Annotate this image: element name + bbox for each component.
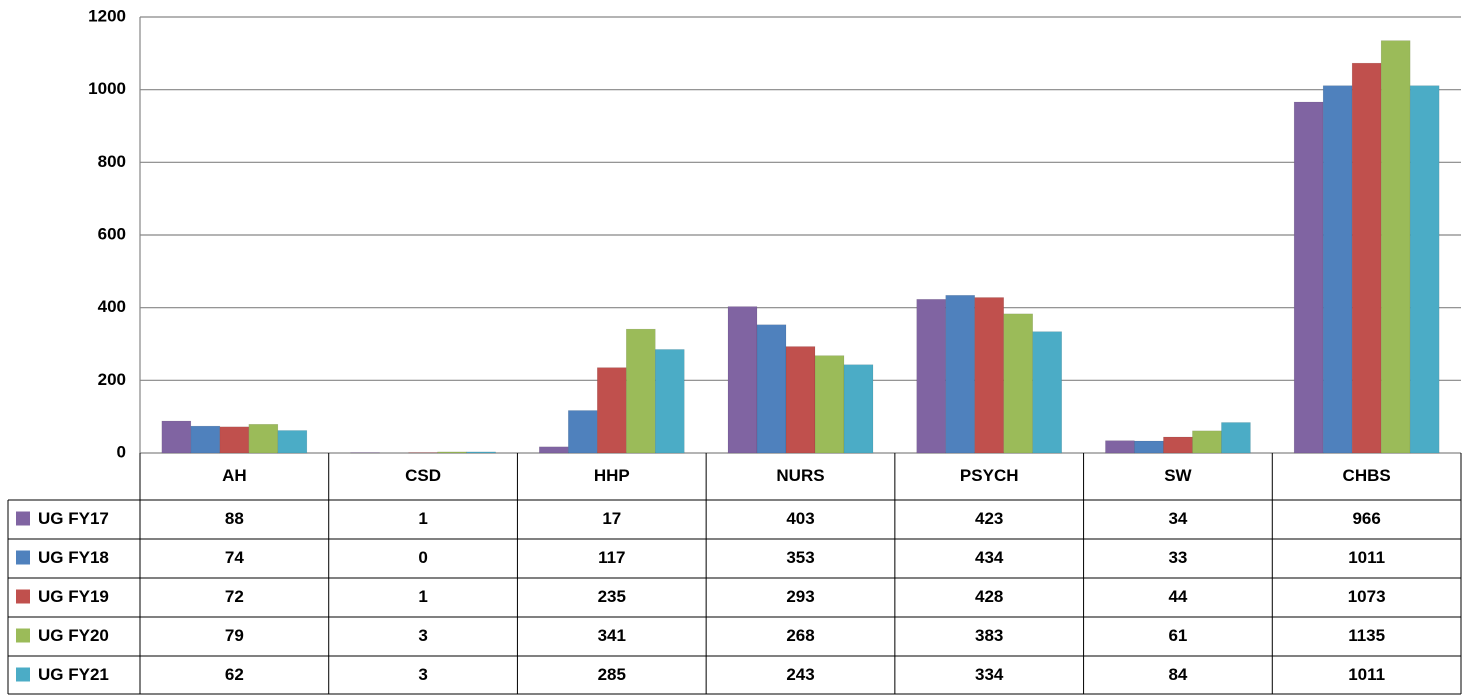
table-value: 243 bbox=[786, 665, 814, 684]
legend-label: UG FY20 bbox=[38, 626, 109, 645]
bar bbox=[161, 420, 192, 454]
legend-label: UG FY19 bbox=[38, 587, 109, 606]
x-tick-label: CHBS bbox=[1343, 466, 1391, 485]
table-value: 966 bbox=[1352, 509, 1380, 528]
y-tick-label: 1000 bbox=[88, 79, 126, 98]
table-value: 34 bbox=[1168, 509, 1187, 528]
table-value: 434 bbox=[975, 548, 1004, 567]
bar bbox=[843, 364, 874, 454]
bar bbox=[190, 425, 221, 454]
bar bbox=[727, 306, 758, 454]
bar bbox=[539, 446, 569, 454]
table-value: 1 bbox=[418, 587, 427, 606]
table-value: 235 bbox=[598, 587, 626, 606]
bar bbox=[1351, 62, 1382, 454]
bar bbox=[219, 426, 250, 454]
bar bbox=[1221, 422, 1251, 454]
legend-label: UG FY18 bbox=[38, 548, 109, 567]
x-tick-label: AH bbox=[222, 466, 247, 485]
table-value: 1011 bbox=[1348, 548, 1385, 567]
table-value: 0 bbox=[418, 548, 427, 567]
table-value: 285 bbox=[598, 665, 626, 684]
legend-label: UG FY21 bbox=[38, 665, 109, 684]
table-value: 44 bbox=[1168, 587, 1187, 606]
legend-swatch bbox=[16, 589, 30, 604]
bar bbox=[1003, 313, 1033, 454]
bar bbox=[1163, 436, 1193, 454]
bar bbox=[785, 346, 816, 454]
bar bbox=[626, 328, 656, 454]
y-tick-label: 200 bbox=[98, 370, 126, 389]
bar bbox=[945, 295, 975, 454]
bar bbox=[597, 367, 627, 454]
bar bbox=[1293, 101, 1324, 454]
bar bbox=[1409, 85, 1440, 454]
table-value: 268 bbox=[786, 626, 814, 645]
bar bbox=[1380, 40, 1411, 454]
table-value: 293 bbox=[786, 587, 814, 606]
x-tick-label: SW bbox=[1164, 466, 1192, 485]
table-value: 1011 bbox=[1348, 665, 1385, 684]
legend-swatch bbox=[16, 511, 30, 526]
table-value: 1135 bbox=[1348, 626, 1385, 645]
table-value: 1 bbox=[418, 509, 427, 528]
table-value: 423 bbox=[975, 509, 1003, 528]
table-value: 334 bbox=[975, 665, 1004, 684]
bar bbox=[1105, 440, 1135, 454]
legend-swatch bbox=[16, 628, 30, 643]
y-tick-label: 800 bbox=[98, 152, 126, 171]
table-value: 72 bbox=[225, 587, 244, 606]
table-value: 383 bbox=[975, 626, 1003, 645]
x-tick-label: PSYCH bbox=[960, 466, 1019, 485]
table-value: 3 bbox=[418, 665, 427, 684]
bar bbox=[814, 355, 845, 454]
bar bbox=[974, 297, 1004, 454]
legend-label: UG FY17 bbox=[38, 509, 109, 528]
table-value: 3 bbox=[418, 626, 427, 645]
table-value: 33 bbox=[1168, 548, 1187, 567]
table-value: 117 bbox=[598, 548, 625, 567]
table-value: 1073 bbox=[1348, 587, 1386, 606]
table-value: 403 bbox=[786, 509, 814, 528]
table-value: 74 bbox=[225, 548, 244, 567]
y-tick-label: 400 bbox=[98, 297, 126, 316]
legend-swatch bbox=[16, 667, 30, 682]
bar bbox=[1134, 440, 1164, 454]
table-value: 428 bbox=[975, 587, 1003, 606]
table-value: 353 bbox=[786, 548, 814, 567]
table-value: 62 bbox=[225, 665, 244, 684]
bar bbox=[466, 451, 496, 454]
bar bbox=[248, 424, 279, 454]
x-tick-label: CSD bbox=[405, 466, 441, 485]
y-tick-label: 1200 bbox=[88, 6, 126, 25]
table-value: 341 bbox=[598, 626, 626, 645]
x-tick-label: HHP bbox=[594, 466, 630, 485]
bar bbox=[1192, 430, 1222, 454]
table-value: 61 bbox=[1168, 626, 1187, 645]
y-tick-label: 600 bbox=[98, 224, 126, 243]
bar bbox=[1032, 331, 1062, 454]
bar bbox=[655, 349, 685, 454]
bar bbox=[1322, 85, 1353, 454]
bar bbox=[756, 324, 787, 454]
bar bbox=[277, 430, 308, 454]
table-value: 79 bbox=[225, 626, 244, 645]
y-tick-label: 0 bbox=[117, 442, 126, 461]
table-value: 17 bbox=[602, 509, 621, 528]
table-value: 84 bbox=[1168, 665, 1187, 684]
x-tick-label: NURS bbox=[776, 466, 824, 485]
bar bbox=[568, 410, 598, 454]
bar bbox=[437, 451, 467, 454]
legend-swatch bbox=[16, 550, 30, 565]
table-value: 88 bbox=[225, 509, 244, 528]
bar bbox=[916, 299, 946, 454]
